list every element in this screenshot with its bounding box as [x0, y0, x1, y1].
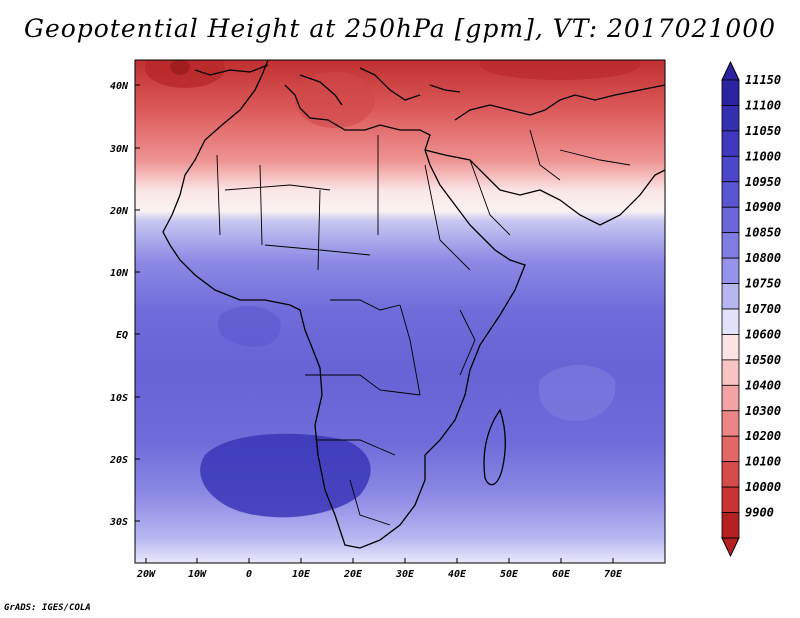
colorbar-bottom-arrow — [721, 537, 740, 558]
colorbar-swatch — [721, 181, 740, 208]
lat-axis: 40N 30N 20N 10N EQ 10S 20S 30S — [109, 81, 140, 528]
lon-label: 50E — [500, 569, 519, 580]
colorbar-label: 11000 — [745, 149, 781, 163]
colorbar-swatch — [721, 130, 740, 157]
lon-label: 10W — [188, 569, 207, 580]
lon-label: 40E — [448, 569, 467, 580]
height-field — [135, 60, 665, 563]
lat-label: 40N — [110, 81, 129, 92]
colorbar-label: 10900 — [745, 200, 781, 214]
lon-label: 0 — [246, 569, 252, 580]
colorbar-label: 11100 — [745, 98, 781, 112]
colorbar-label: 10400 — [745, 378, 781, 392]
colorbar-swatch — [721, 308, 740, 335]
colorbar-label: 9900 — [745, 506, 774, 520]
colorbar-swatch — [721, 461, 740, 488]
lon-label: 10E — [292, 569, 311, 580]
colorbar-label: 11150 — [745, 73, 781, 87]
colorbar-label: 10200 — [745, 429, 781, 443]
colorbar-swatch — [721, 155, 740, 183]
colorbar-label: 10100 — [745, 455, 781, 469]
coastlines — [162, 60, 665, 549]
grads-credit: GrADS: IGES/COLA — [4, 603, 91, 613]
colorbar-swatch — [721, 410, 740, 437]
lat-label: 30S — [109, 517, 128, 528]
colorbar-swatch — [721, 79, 740, 106]
lat-label: 10S — [110, 393, 128, 404]
colorbar-swatch — [721, 334, 740, 361]
colorbar-swatch — [721, 257, 740, 284]
lat-label: 10N — [110, 268, 129, 279]
colorbar-label: 10300 — [745, 404, 781, 418]
lat-label: 20N — [109, 206, 129, 217]
colorbar-swatch — [721, 359, 740, 386]
lat-label: 20S — [109, 455, 128, 466]
colorbar-swatch — [721, 283, 740, 310]
colorbar-label: 10000 — [745, 480, 781, 494]
lon-label: 20E — [343, 569, 363, 580]
lon-label: 30E — [395, 569, 415, 580]
lon-label: 60E — [552, 569, 571, 580]
map-title: Geopotential Height at 250hPa [gpm], VT:… — [23, 14, 777, 43]
colorbar-swatch — [721, 435, 740, 463]
colorbar-label: 10800 — [745, 251, 781, 265]
colorbar-label: 10700 — [745, 302, 781, 316]
country-borders — [216, 129, 631, 526]
colorbar-top-arrow — [721, 60, 740, 81]
colorbar-label: 10500 — [745, 353, 781, 367]
plot-frame — [134, 59, 666, 564]
colorbar-swatch — [721, 512, 740, 539]
colorbar-swatch — [721, 105, 740, 132]
colorbar: 11150 11100 11050 11000 10950 10900 10850 10800… — [721, 60, 781, 558]
colorbar-swatch — [721, 232, 740, 259]
colorbar-swatch — [721, 384, 740, 412]
colorbar-swatch — [721, 486, 740, 513]
colorbar-label: 10750 — [745, 277, 781, 291]
lon-axis: 20W 10W 0 10E 20E 30E 40E 50E 60E 70E — [136, 558, 623, 580]
colorbar-swatch — [721, 206, 740, 234]
colorbar-label: 11050 — [745, 124, 781, 138]
lat-label: 30N — [109, 144, 129, 155]
colorbar-label: 10600 — [745, 327, 781, 341]
colorbar-label: 10950 — [745, 175, 781, 189]
colorbar-label: 10850 — [745, 226, 781, 240]
lon-label: 20W — [136, 569, 156, 580]
lat-label: EQ — [116, 330, 128, 341]
lon-label: 70E — [604, 569, 623, 580]
